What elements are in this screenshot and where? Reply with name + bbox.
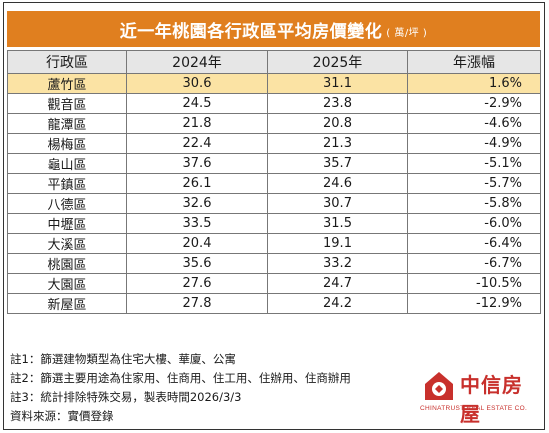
cell-district: 桃園區 — [7, 253, 127, 274]
title-unit: ( 萬/坪 ) — [386, 27, 428, 39]
cell-district: 楊梅區 — [7, 133, 127, 154]
logo-brand-text: 中信房屋 — [460, 373, 523, 426]
note-2: 註2：篩選主要用途為住家用、住商用、住工用、住辦用、住商辦用 — [10, 371, 351, 385]
notes: 註1：篩選建物類型為住宅大樓、華廈、公寓 註2：篩選主要用途為住家用、住商用、住… — [10, 350, 351, 426]
cell-2024: 35.6 — [126, 253, 268, 274]
column-header-district: 行政區 — [7, 50, 127, 74]
cell-2025: 31.1 — [267, 73, 408, 94]
title-bar: 近一年桃園各行政區平均房價變化 ( 萬/坪 ) — [7, 11, 540, 47]
title-text: 近一年桃園各行政區平均房價變化 — [119, 21, 383, 42]
note-1: 註1：篩選建物類型為住宅大樓、華廈、公寓 — [10, 352, 236, 366]
table-header-row: 行政區 2024年 2025年 年漲幅 — [7, 50, 541, 74]
cell-change: -2.9% — [407, 93, 541, 114]
cell-2024: 20.4 — [126, 233, 268, 254]
column-header-change: 年漲幅 — [407, 50, 541, 74]
table-row: 新屋區 27.8 24.2 -12.9% — [7, 293, 541, 314]
cell-2025: 19.1 — [267, 233, 408, 254]
data-source: 資料來源：實價登錄 — [10, 409, 114, 423]
cell-district: 中壢區 — [7, 213, 127, 234]
logo-english-text: CHINATRUST REAL ESTATE CO. — [420, 405, 528, 412]
cell-district: 大園區 — [7, 273, 127, 294]
chinatrust-logo: 中信房屋 CHINATRUST REAL ESTATE CO. — [420, 369, 540, 426]
cell-district: 大溪區 — [7, 233, 127, 254]
cell-2024: 24.5 — [126, 93, 268, 114]
cell-change: -4.9% — [407, 133, 541, 154]
cell-change: -6.0% — [407, 213, 541, 234]
cell-2024: 30.6 — [126, 73, 268, 94]
cell-2025: 23.8 — [267, 93, 408, 114]
table-row: 楊梅區 22.4 21.3 -4.9% — [7, 133, 541, 154]
cell-2025: 35.7 — [267, 153, 408, 174]
price-table: 行政區 2024年 2025年 年漲幅 蘆竹區 30.6 31.1 1.6% 觀音區 24… — [7, 50, 541, 314]
cell-2025: 24.6 — [267, 173, 408, 194]
cell-change: -5.7% — [407, 173, 541, 194]
cell-district: 觀音區 — [7, 93, 127, 114]
cell-2024: 37.6 — [126, 153, 268, 174]
table-row: 平鎮區 26.1 24.6 -5.7% — [7, 173, 541, 194]
cell-change: -4.6% — [407, 113, 541, 134]
cell-district: 平鎮區 — [7, 173, 127, 194]
cell-2025: 30.7 — [267, 193, 408, 214]
cell-2025: 33.2 — [267, 253, 408, 274]
table-body: 蘆竹區 30.6 31.1 1.6% 觀音區 24.5 23.8 -2.9% 龍潭區 21.8 20… — [7, 73, 541, 314]
cell-2025: 20.8 — [267, 113, 408, 134]
cell-2024: 33.5 — [126, 213, 268, 234]
table-row: 龜山區 37.6 35.7 -5.1% — [7, 153, 541, 174]
note-3: 註3：統計排除特殊交易，製表時間2026/3/3 — [10, 390, 242, 404]
table-row: 八德區 32.6 30.7 -5.8% — [7, 193, 541, 214]
table-row: 中壢區 33.5 31.5 -6.0% — [7, 213, 541, 234]
cell-2025: 31.5 — [267, 213, 408, 234]
cell-change: -5.1% — [407, 153, 541, 174]
cell-2024: 27.8 — [126, 293, 268, 314]
table-row: 大園區 27.6 24.7 -10.5% — [7, 273, 541, 294]
cell-district: 龍潭區 — [7, 113, 127, 134]
cell-2025: 24.7 — [267, 273, 408, 294]
cell-district: 蘆竹區 — [7, 73, 127, 94]
house-logo-icon — [425, 372, 453, 400]
cell-change: -5.8% — [407, 193, 541, 214]
table-row: 觀音區 24.5 23.8 -2.9% — [7, 93, 541, 114]
cell-district: 八德區 — [7, 193, 127, 214]
cell-change: 1.6% — [407, 73, 541, 94]
column-header-2024: 2024年 — [126, 50, 268, 74]
table-row: 桃園區 35.6 33.2 -6.7% — [7, 253, 541, 274]
table-row: 大溪區 20.4 19.1 -6.4% — [7, 233, 541, 254]
cell-change: -12.9% — [407, 293, 541, 314]
cell-change: -10.5% — [407, 273, 541, 294]
cell-district: 新屋區 — [7, 293, 127, 314]
cell-change: -6.7% — [407, 253, 541, 274]
cell-2024: 22.4 — [126, 133, 268, 154]
cell-2025: 21.3 — [267, 133, 408, 154]
cell-change: -6.4% — [407, 233, 541, 254]
cell-2024: 21.8 — [126, 113, 268, 134]
cell-2024: 32.6 — [126, 193, 268, 214]
cell-2024: 27.6 — [126, 273, 268, 294]
cell-2025: 24.2 — [267, 293, 408, 314]
table-row: 龍潭區 21.8 20.8 -4.6% — [7, 113, 541, 134]
infographic-frame: 近一年桃園各行政區平均房價變化 ( 萬/坪 ) 行政區 2024年 2025年 … — [3, 2, 545, 430]
table-row: 蘆竹區 30.6 31.1 1.6% — [7, 73, 541, 94]
cell-2024: 26.1 — [126, 173, 268, 194]
column-header-2025: 2025年 — [267, 50, 408, 74]
cell-district: 龜山區 — [7, 153, 127, 174]
